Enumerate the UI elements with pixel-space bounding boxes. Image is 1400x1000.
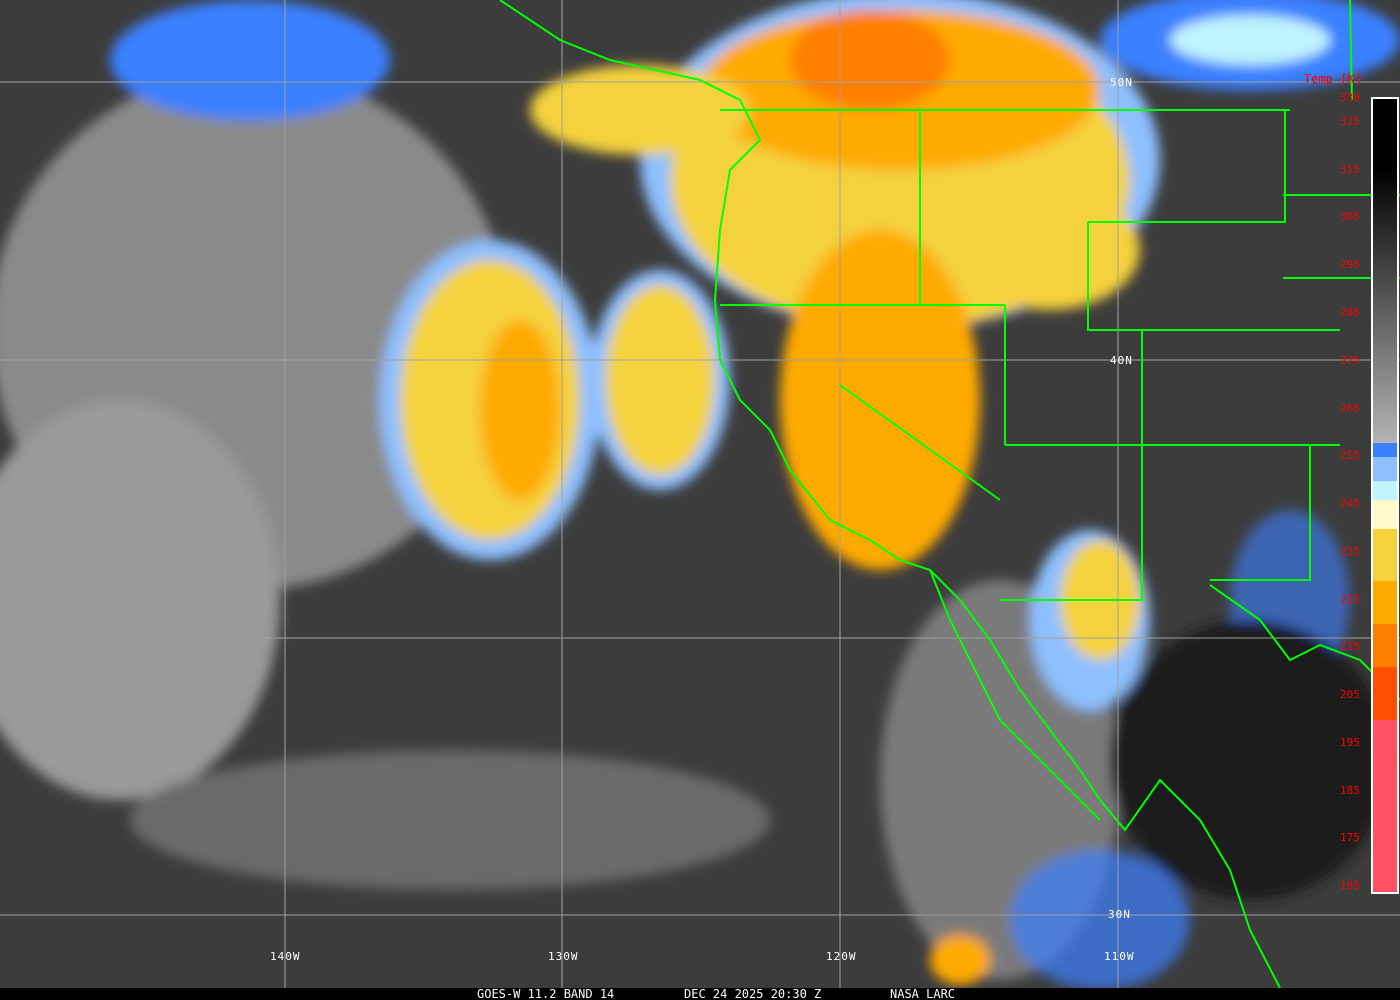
colorbar-tick-label: 285 [1340,305,1360,319]
colorbar-tick-label: 175 [1340,831,1360,845]
colorbar-tick-label: 195 [1340,735,1360,749]
colorbar-segment [1373,500,1397,529]
lon-label-110w: 110W [1104,950,1135,963]
colorbar-tick-label: 275 [1340,353,1360,367]
colorbar-tick-label: 330 [1340,91,1360,104]
lat-label-30n: 30N [1108,908,1131,921]
lon-label-130w: 130W [548,950,579,963]
lat-label-40n: 40N [1110,354,1133,367]
colorbar-title: Temp [K] [1304,72,1362,86]
colorbar-segment [1373,720,1397,892]
caption-satellite: GOES-W 11.2 BAND 14 [477,987,615,1000]
colorbar-tick-label: 185 [1340,783,1360,797]
colorbar-segment [1373,581,1397,625]
lon-label-140w: 140W [270,950,301,963]
colorbar-tick-label: 215 [1340,640,1360,654]
colorbar-tick-label: 315 [1340,162,1360,176]
colorbar-segment [1373,442,1397,458]
temperature-colorbar [1371,97,1399,894]
colorbar-tick-label: 225 [1340,592,1360,606]
colorbar-tick-label: 205 [1340,688,1360,702]
image-caption: GOES-W 11.2 BAND 14 DEC 24 2025 20:30 Z … [0,988,1400,1000]
colorbar-segment [1373,528,1397,582]
colorbar-segment [1373,99,1397,443]
colorbar-tick-label: 295 [1340,258,1360,272]
colorbar-segment [1373,667,1397,721]
political-boundaries [499,0,1400,988]
lon-label-120w: 120W [826,950,857,963]
colorbar-segment [1373,481,1397,501]
lat-label-50n: 50N [1110,76,1133,89]
caption-source: NASA LARC [890,987,956,1000]
colorbar-tick-label: 245 [1340,497,1360,511]
colorbar-tick-label: 325 [1340,114,1360,128]
colorbar-tick-label: 165 [1340,879,1360,893]
colorbar-segment [1373,457,1397,482]
caption-datetime: DEC 24 2025 20:30 Z [684,987,822,1000]
colorbar-tick-label: 255 [1340,449,1360,463]
colorbar-tick-label: 265 [1340,401,1360,415]
colorbar-tick-label: 235 [1340,544,1360,558]
colorbar-tick-label: 305 [1340,210,1360,224]
colorbar-segment [1373,624,1397,668]
